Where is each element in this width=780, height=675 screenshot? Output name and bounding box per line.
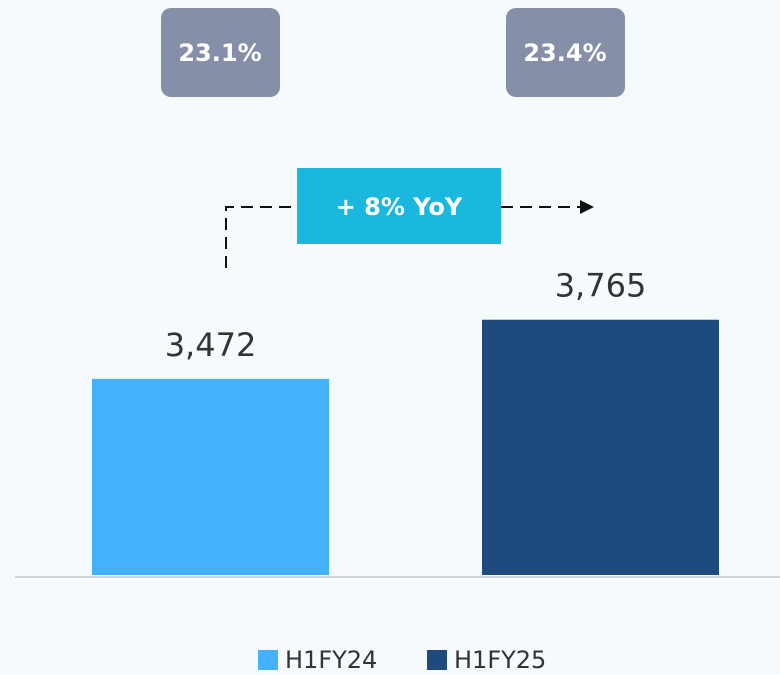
value-label: 3,765 bbox=[555, 267, 647, 305]
badge bbox=[161, 8, 280, 97]
badge-label: 23.1% bbox=[178, 39, 261, 67]
bar bbox=[482, 319, 719, 575]
badge bbox=[506, 8, 625, 97]
bar bbox=[92, 378, 329, 575]
yoy-label: + 8% YoY bbox=[336, 193, 463, 221]
legend-label: H1FY24 bbox=[285, 646, 377, 674]
legend-swatch bbox=[427, 650, 447, 670]
yoy-arrow bbox=[225, 206, 580, 268]
arrow-head bbox=[580, 200, 594, 214]
legend-swatch bbox=[258, 650, 278, 670]
legend-label: H1FY25 bbox=[454, 646, 546, 674]
badge-label: 23.4% bbox=[523, 39, 606, 67]
value-label: 3,472 bbox=[165, 326, 257, 364]
yoy-box bbox=[297, 168, 501, 244]
